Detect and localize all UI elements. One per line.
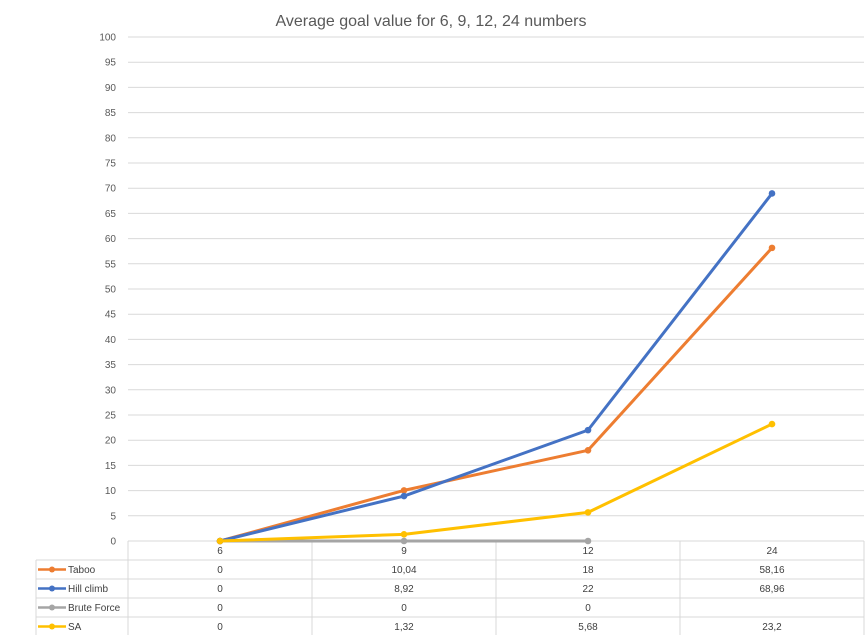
y-axis-ticks: 0 5 10 15 20 25 30 35 40 45 50 55 60 65 70 75 80 85 90 95 10… (99, 33, 116, 548)
data-table-cell: 18 (582, 565, 594, 576)
data-table-cell: 23,2 (762, 622, 782, 633)
legend-entry: Brute Force (68, 603, 121, 614)
data-point (216, 537, 224, 545)
series-line (218, 191, 774, 543)
data-point (768, 190, 776, 197)
data-table-cell: 0 (585, 603, 591, 614)
y-tick-label: 65 (105, 209, 117, 220)
y-tick-label: 60 (105, 234, 117, 245)
data-table-cell: 10,04 (391, 565, 416, 576)
y-tick-label: 55 (105, 259, 117, 270)
x-tick-label: 24 (766, 546, 778, 557)
y-tick-label: 30 (105, 385, 117, 396)
y-tick-label: 75 (105, 159, 117, 170)
data-point (400, 492, 408, 500)
x-tick-label: 12 (582, 546, 594, 557)
y-tick-label: 90 (105, 83, 117, 94)
y-tick-label: 20 (105, 436, 117, 447)
data-point (584, 537, 592, 545)
data-table-cell: 0 (217, 622, 223, 633)
data-table-cell: 0 (217, 565, 223, 576)
data-table-cell: 0 (217, 603, 223, 614)
data-table-cell: 0 (401, 603, 407, 614)
y-tick-label: 25 (105, 411, 117, 422)
data-table-cell: 58,16 (759, 565, 784, 576)
gridlines (128, 36, 864, 517)
y-tick-label: 40 (105, 335, 117, 346)
data-table-cell: 0 (217, 584, 223, 595)
legend-key (38, 585, 66, 592)
legend-key (38, 623, 66, 630)
x-tick-label: 6 (217, 546, 223, 557)
y-tick-label: 5 (110, 511, 116, 522)
y-tick-label: 95 (105, 58, 117, 69)
y-tick-label: 80 (105, 133, 117, 144)
y-tick-label: 15 (105, 461, 117, 472)
chart-title: Average goal value for 6, 9, 12, 24 numb… (275, 13, 586, 30)
data-point (400, 531, 408, 538)
data-table-cell: 5,68 (578, 622, 598, 633)
series-lines (216, 190, 776, 545)
data-table-cell: 22 (582, 584, 594, 595)
data-table-cell: 8,92 (394, 584, 414, 595)
data-point (400, 537, 408, 545)
y-tick-label: 35 (105, 360, 117, 371)
x-tick-label: 9 (401, 546, 407, 557)
data-table: 6 9 12 24 Taboo 0 10,04 18 58,16 Hill climb 0 8,92 2… (35, 540, 865, 635)
legend-key (38, 604, 66, 611)
data-point (400, 487, 408, 494)
legend-entry: Hill climb (68, 584, 108, 595)
y-tick-label: 0 (110, 537, 116, 548)
data-point (584, 446, 592, 454)
y-tick-label: 50 (105, 285, 117, 296)
data-table-cell: 1,32 (394, 622, 414, 633)
data-table-cell: 68,96 (759, 584, 784, 595)
data-point (768, 244, 776, 252)
series-line (218, 422, 774, 543)
legend-key (38, 566, 66, 573)
data-point (584, 426, 592, 434)
data-point (584, 509, 592, 516)
legend-entry: SA (68, 622, 82, 633)
y-tick-label: 70 (105, 184, 117, 195)
legend-entry: Taboo (68, 565, 96, 576)
y-tick-label: 45 (105, 310, 117, 321)
y-tick-label: 100 (99, 33, 116, 44)
y-tick-label: 85 (105, 108, 117, 119)
y-tick-label: 10 (105, 486, 117, 497)
series-line (218, 246, 774, 543)
data-point (768, 420, 776, 428)
